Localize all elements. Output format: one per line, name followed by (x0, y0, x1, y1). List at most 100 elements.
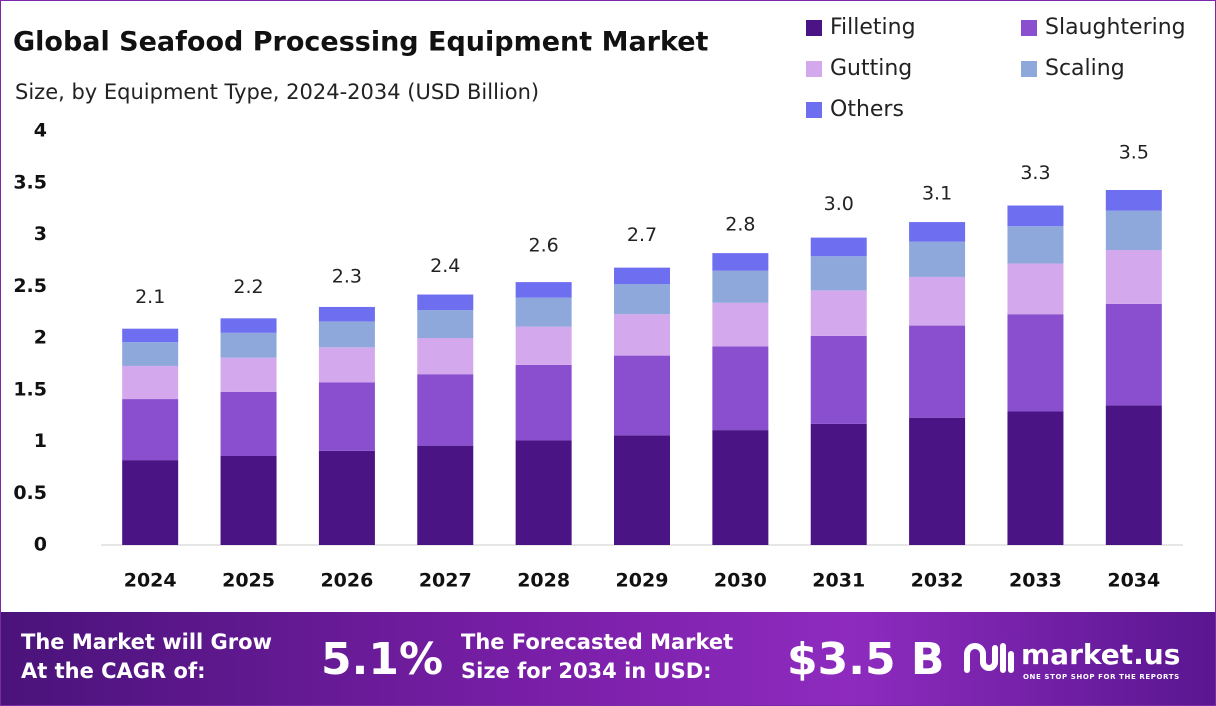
bar-segment (122, 399, 179, 461)
bar-segment (417, 374, 474, 446)
bar-segment (122, 365, 179, 400)
bar-segment (810, 290, 867, 336)
forecast-line: The Forecasted Market (461, 630, 734, 654)
cagr-line: The Market will Grow (21, 630, 272, 654)
bar-segment (614, 355, 670, 436)
bar-segment (515, 364, 572, 441)
y-tick-label: 2 (34, 327, 47, 349)
bar-segment (515, 282, 572, 298)
bar-segment (417, 445, 474, 545)
y-tick-label: 4 (34, 120, 47, 142)
y-tick-label: 1 (34, 430, 47, 452)
legend-swatch (806, 61, 822, 77)
y-tick-label: 3 (34, 223, 47, 245)
bar-segment (1007, 226, 1064, 264)
bar-segment (122, 342, 179, 366)
cagr-value: 5.1% (321, 634, 444, 685)
bar-segment (220, 455, 277, 545)
bar-segment (1007, 263, 1064, 315)
bar-segment (122, 328, 179, 343)
bar-segment (810, 256, 867, 291)
y-tick-label: 0.5 (13, 482, 47, 504)
bar-segment (318, 347, 375, 383)
bar-segment (712, 253, 769, 271)
bar-segment (1105, 303, 1162, 406)
bar-segment (318, 306, 375, 322)
bar-segment (712, 430, 769, 545)
bar-segment (1105, 210, 1162, 251)
bar-segment (1105, 250, 1162, 304)
bar-segment (515, 326, 572, 365)
bar-segment (220, 318, 277, 333)
x-tick-label: 2029 (616, 570, 669, 592)
x-tick-label: 2030 (714, 570, 767, 592)
logo-text: market.us (1021, 638, 1181, 671)
bar-segment (909, 241, 966, 277)
total-label: 2.1 (135, 286, 165, 308)
total-label: 2.7 (627, 224, 657, 246)
bar-segment (1007, 205, 1064, 227)
total-label: 3.3 (1020, 162, 1050, 184)
y-tick-label: 1.5 (13, 378, 47, 400)
legend-label: Scaling (1045, 56, 1125, 81)
legend-label: Slaughtering (1045, 15, 1186, 40)
bar-segment (614, 435, 670, 545)
total-label: 2.2 (233, 276, 263, 298)
bar-segment (220, 391, 277, 456)
bar-segment (810, 335, 867, 424)
chart: Global Seafood Processing Equipment Mark… (13, 15, 1186, 592)
bar-segment (1105, 189, 1162, 211)
legend-label: Others (830, 97, 904, 122)
total-label: 3.1 (922, 183, 952, 205)
total-label: 2.3 (332, 265, 362, 287)
bar-segment (122, 460, 179, 545)
bar-segment (318, 382, 375, 451)
bar-segment (712, 270, 769, 303)
bar-segment (1105, 405, 1162, 545)
logo-tagline: ONE STOP SHOP FOR THE REPORTS (1023, 673, 1180, 681)
bar-segment (318, 321, 375, 348)
bar-segment (909, 276, 966, 326)
bar-segment (614, 314, 670, 356)
total-label: 2.6 (529, 234, 559, 256)
cagr-line: At the CAGR of: (21, 659, 206, 683)
cagr-text: The Market will Grow At the CAGR of: (21, 628, 272, 686)
bar-segment (417, 310, 474, 338)
bar-segment (712, 346, 769, 431)
total-label: 3.0 (824, 193, 854, 215)
logo-icon (964, 643, 1014, 673)
bar-segment (909, 325, 966, 418)
x-tick-label: 2026 (320, 570, 373, 592)
legend-swatch (1021, 20, 1037, 36)
bar-segment (1007, 411, 1064, 545)
total-label: 3.5 (1119, 141, 1149, 163)
forecast-text: The Forecasted Market Size for 2034 in U… (461, 628, 733, 686)
legend-swatch (1021, 61, 1037, 77)
forecast-line: Size for 2034 in USD: (461, 659, 712, 683)
x-tick-label: 2033 (1009, 570, 1062, 592)
legend-swatch (806, 102, 822, 118)
y-tick-label: 3.5 (13, 171, 47, 193)
chart-title: Global Seafood Processing Equipment Mark… (13, 27, 709, 58)
forecast-value: $3.5 B (787, 634, 945, 685)
legend-swatch (806, 20, 822, 36)
bar-segment (614, 284, 670, 315)
footer: The Market will Grow At the CAGR of: 5.1… (1, 612, 1215, 705)
y-tick-label: 2.5 (13, 275, 47, 297)
bar-segment (909, 417, 966, 545)
total-label: 2.4 (430, 255, 460, 277)
bar-segment (614, 267, 670, 285)
bar-segment (909, 222, 966, 242)
bar-segment (220, 357, 277, 392)
total-label: 2.8 (725, 214, 755, 236)
bar-segment (515, 440, 572, 545)
y-tick-label: 0 (34, 534, 47, 556)
legend-label: Filleting (830, 15, 916, 40)
bar-segment (417, 294, 474, 311)
bar-segment (712, 302, 769, 347)
x-tick-label: 2028 (517, 570, 570, 592)
bar-segment (318, 450, 375, 545)
bar-segment (515, 297, 572, 327)
x-tick-label: 2024 (124, 570, 177, 592)
